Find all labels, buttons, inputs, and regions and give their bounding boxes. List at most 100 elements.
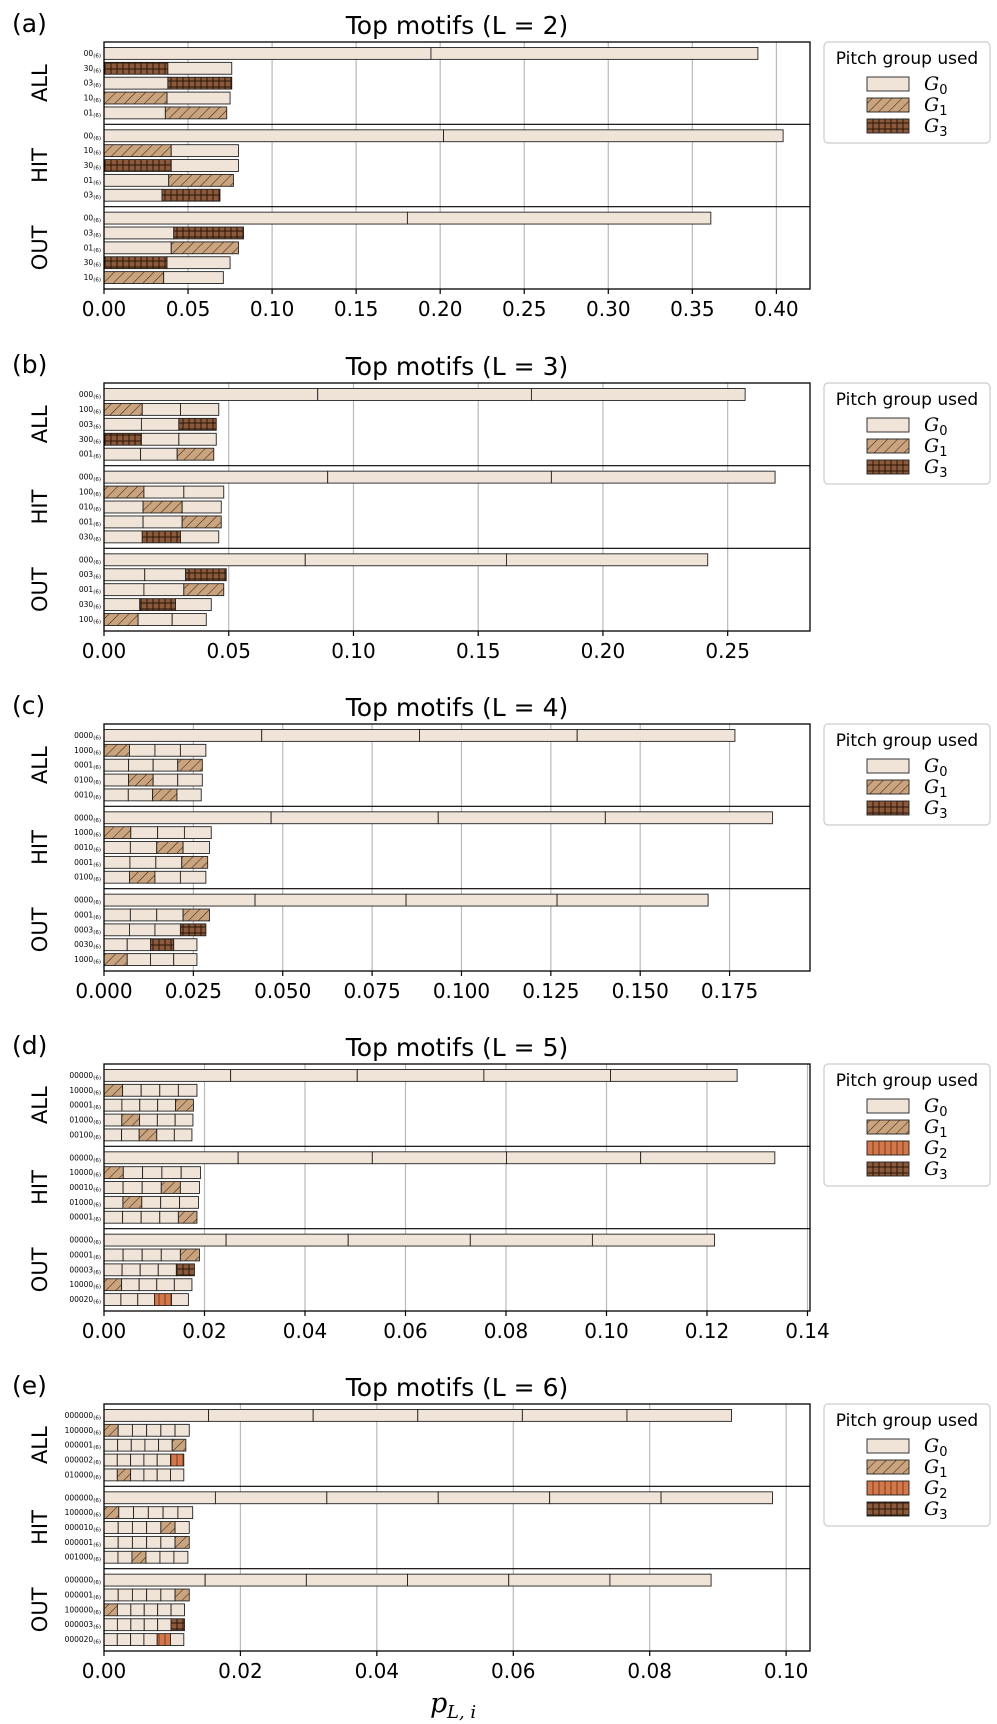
bar-segment-g0 [103,1069,232,1082]
bar-segment-g0 [347,1233,471,1247]
bar-row: 0000(6) [74,811,773,825]
bar-row: 0010(6) [74,841,210,854]
motif-label: 0100(6) [74,776,101,787]
bar-segment-g0 [437,1491,551,1505]
bar-row: 0000(6) [74,893,709,907]
bar-row: 100(6) [79,485,225,499]
bar-segment-g0 [129,908,158,922]
legend-entry: G1 [924,1116,947,1141]
bar-segment-g0 [157,1618,172,1632]
motif-label: 00(6) [84,49,101,60]
bar-segment-g0 [171,1293,189,1306]
bar-row: 001(6) [79,447,215,461]
bar-segment-g0 [122,1210,142,1224]
bar-segment-g0 [130,1618,145,1632]
bar-row: 0001(6) [74,855,209,869]
bar-segment-g0 [179,1181,200,1194]
bar-row: 00000(6) [69,1151,776,1165]
bar-segment-g0 [103,1113,123,1127]
bar-segment-g0 [140,1083,161,1097]
bar-segment-g0 [103,811,272,825]
legend-swatch-g0 [866,758,910,774]
bar-segment-g0 [117,1588,133,1602]
motif-label: 0003(6) [74,925,101,936]
group-label: ALL [28,64,52,102]
bar-segment-g0 [230,1069,358,1082]
bar-segment-g0 [103,1151,239,1165]
bar-segment-g0 [103,568,146,582]
x-tick-label: 0.15 [456,639,501,663]
bar-segment-g0 [171,613,207,626]
group-hit: HIT 000(6) 100(6) 010(6) 001(6) 030(6) [28,470,776,544]
motif-label: 0100(6) [74,873,101,884]
bar-row: 10000(6) [69,1278,193,1292]
group-label: OUT [28,225,52,270]
bar-segment-g0 [208,1409,314,1422]
x-tick-label: 0.10 [250,297,295,321]
bar-segment-g0 [154,870,181,884]
bar-segment-g1 [160,1521,176,1534]
axes-frame [103,41,811,290]
bar-segment-g0 [179,743,207,757]
bar-segment-g0 [103,1491,216,1505]
bar-segment-g1 [103,613,139,626]
bar-segment-g0 [103,500,144,514]
bar-segment-g0 [117,1423,133,1437]
bar-row: 00001(6) [69,1098,194,1112]
bar-segment-g0 [147,1506,164,1520]
bar-segment-g1 [142,500,183,514]
bar-segment-g0 [443,129,784,143]
panel-title: Top motifs (L = 5) [345,1033,569,1062]
group-all: ALL 0000(6) 1000(6) 0001(6) 0100(6) 0010(6) [28,729,736,802]
bar-segment-g0 [225,1233,349,1247]
bar-segment-g0 [130,1453,145,1467]
bar-segment-g1 [129,870,156,884]
bar-segment-g0 [130,1438,146,1452]
bar-row: 000010(6) [65,1521,190,1534]
bar-segment-g0 [254,893,407,907]
bar-segment-g0 [506,1151,642,1165]
motif-label: 100000(6) [65,1605,101,1616]
bar-segment-g0 [126,938,151,952]
bar-segment-g0 [155,855,183,869]
motif-label: 10(6) [84,273,101,284]
bar-segment-g0 [530,388,746,401]
bar-row: 100(6) [79,402,220,416]
bar-segment-g0 [174,1521,190,1534]
bar-segment-g0 [154,743,181,757]
bar-segment-g2 [170,1453,185,1467]
bar-row: 00010(6) [69,1181,200,1194]
bar-segment-g0 [146,1423,162,1437]
x-tick-label: 0.25 [705,639,750,663]
group-label: ALL [28,746,52,784]
motif-label: 00(6) [84,214,101,225]
bar-row: 10(6) [84,91,231,105]
bar-segment-g0 [103,1409,210,1422]
bar-segment-g1 [156,841,184,854]
bar-segment-g1 [179,1248,200,1262]
legend-title: Pitch group used [836,731,978,751]
bar-segment-g1 [103,271,165,284]
x-tick-label: 0.025 [165,979,222,1003]
bar-segment-g1 [160,1181,181,1194]
bar-row: 10000(6) [69,1166,201,1180]
bar-row: 000000(6) [65,1491,773,1505]
bar-segment-g3 [103,159,172,172]
motif-label: 100000(6) [65,1508,101,1519]
bar-row: 003(6) [79,417,217,431]
bar-segment-g0 [103,241,172,255]
bar-segment-g0 [129,855,157,869]
bar-row: 01000(6) [69,1195,199,1209]
motif-label: 000002(6) [65,1456,101,1467]
bar-segment-g0 [121,1098,141,1112]
panel-a: (a) Top motifs (L = 2) ALL 00(6) 30(6) 03(6) 1… [12,9,991,321]
motif-label: 00100(6) [69,1130,101,1141]
legend-swatch-g3 [866,1161,910,1177]
motif-label: 001000(6) [65,1553,101,1564]
legend-swatch-g1 [866,779,910,795]
bar-segment-g0 [417,1409,523,1422]
motif-label: 00003(6) [69,1265,101,1276]
